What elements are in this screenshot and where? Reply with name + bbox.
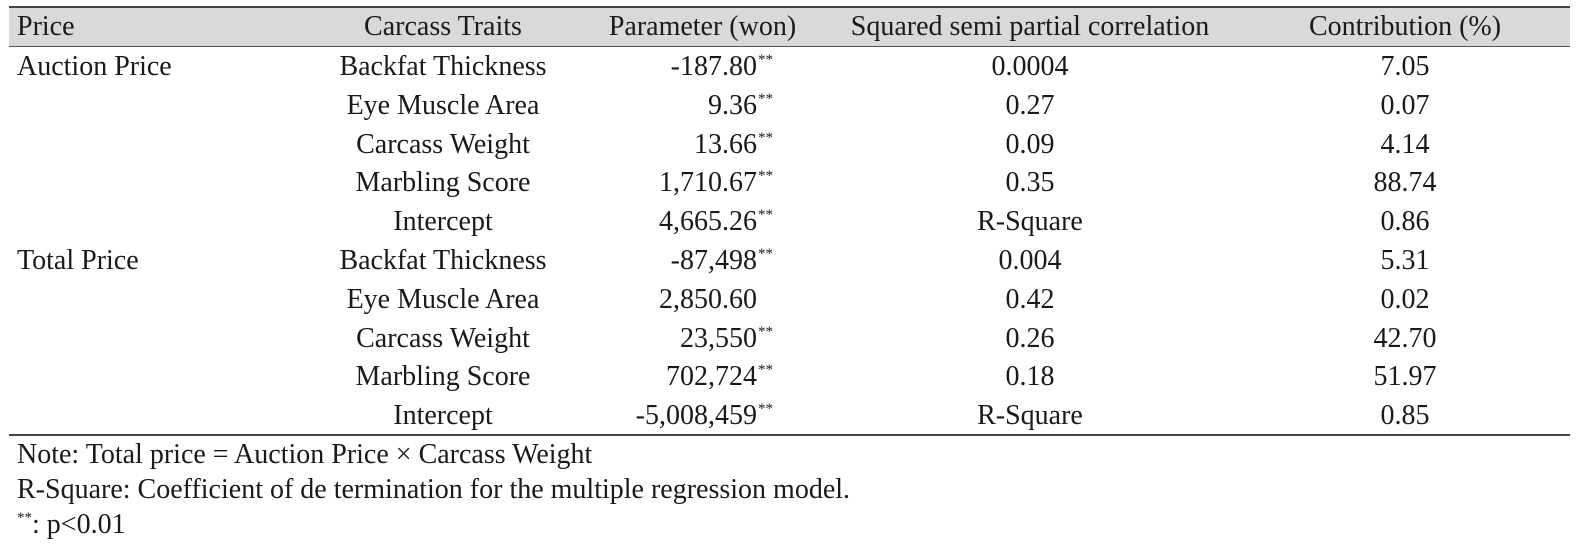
cell-contribution: 0.85	[1380, 400, 1430, 432]
cell-squared-correlation: 0.42	[1005, 283, 1055, 315]
cell-squared-correlation: 0.0004	[991, 51, 1069, 82]
cell-contribution: 42.70	[1373, 322, 1437, 354]
table-header-row: Price Carcass Traits Parameter (won) Squ…	[0, 7, 1578, 46]
significance-marker: **	[758, 168, 773, 185]
cell-squared-correlation: 0.26	[1005, 322, 1055, 354]
header-squared-correlation: Squared semi partial correlation	[850, 11, 1210, 42]
significance-marker: **	[758, 323, 773, 340]
cell-contribution: 88.74	[1373, 167, 1437, 199]
parameter-value: -187.80	[670, 51, 757, 82]
parameter-value: 702,724	[666, 361, 757, 393]
cell-parameter: 23,550**	[580, 319, 773, 358]
header-rule	[9, 46, 1570, 47]
header-contribution: Contribution (%)	[1308, 11, 1502, 42]
parameter-value: 13.66	[694, 128, 757, 160]
parameter-value: 9.36	[708, 89, 757, 121]
cell-squared-correlation: 0.27	[1005, 89, 1055, 121]
table-row: Eye Muscle Area 2,850.60** 0.42 0.02	[0, 280, 1578, 319]
table-row: Auction Price Backfat Thickness -187.80** 0…	[0, 47, 1578, 86]
header-background	[9, 8, 1570, 46]
table-row: Intercept 4,665.26** R-Square 0.86	[0, 202, 1578, 241]
cell-contribution: 7.05	[1380, 51, 1430, 82]
cell-parameter: 9.36**	[580, 86, 773, 125]
parameter-value: -5,008,459	[635, 400, 757, 432]
cell-trait: Backfat Thickness	[339, 245, 547, 276]
cell-trait: Intercept	[393, 400, 493, 432]
table-row: Intercept -5,008,459** R-Square 0.85	[0, 396, 1578, 435]
cell-trait: Carcass Weight	[356, 322, 530, 354]
cell-trait: Carcass Weight	[356, 128, 530, 160]
cell-squared-correlation: 0.35	[1005, 167, 1055, 199]
note-total-price: Note: Total price = Auction Price × Carc…	[17, 439, 593, 470]
cell-parameter: 4,665.26**	[580, 202, 773, 241]
cell-squared-correlation: 0.18	[1005, 361, 1055, 393]
cell-trait: Eye Muscle Area	[346, 89, 540, 121]
significance-marker: **	[758, 129, 773, 146]
cell-parameter: -187.80**	[580, 47, 773, 86]
significance-marker: **	[758, 90, 773, 107]
header-parameter: Parameter (won)	[608, 11, 797, 42]
note-sig-marker: **	[17, 510, 32, 526]
cell-squared-correlation: R-Square	[977, 400, 1083, 432]
table-row: Total Price Backfat Thickness -87,498** 0.0…	[0, 241, 1578, 280]
cell-trait: Marbling Score	[355, 361, 531, 393]
significance-marker: **	[758, 362, 773, 379]
cell-squared-correlation: 0.004	[998, 245, 1062, 276]
significance-marker: **	[758, 207, 773, 224]
cell-contribution: 0.02	[1380, 283, 1430, 315]
table-row: Carcass Weight 13.66** 0.09 4.14	[0, 125, 1578, 164]
parameter-value: 2,850.60	[659, 283, 757, 315]
cell-parameter: 13.66**	[580, 125, 773, 164]
note-r-square: R-Square: Coefficient of de termination …	[17, 474, 851, 505]
header-carcass-traits: Carcass Traits	[364, 11, 522, 42]
parameter-value: 1,710.67	[659, 167, 757, 199]
cell-squared-correlation: 0.09	[1005, 128, 1055, 160]
header-price: Price	[17, 11, 75, 42]
parameter-value: 23,550	[680, 322, 757, 354]
significance-marker: **	[758, 52, 773, 68]
cell-trait: Backfat Thickness	[339, 51, 547, 82]
table-row: Marbling Score 1,710.67** 0.35 88.74	[0, 163, 1578, 202]
note-sig-text: : p<0.01	[32, 509, 126, 540]
cell-squared-correlation: R-Square	[977, 206, 1083, 238]
cell-parameter: -87,498**	[580, 241, 773, 280]
significance-marker: **	[758, 401, 773, 418]
cell-price: Total Price	[17, 245, 139, 276]
cell-trait: Marbling Score	[355, 167, 531, 199]
note-significance: **: p<0.01	[17, 507, 850, 542]
cell-parameter: -5,008,459**	[580, 396, 773, 435]
cell-parameter: 2,850.60**	[580, 280, 773, 319]
cell-contribution: 5.31	[1380, 245, 1430, 276]
cell-trait: Intercept	[393, 206, 493, 238]
table-bottom-rule	[9, 434, 1570, 436]
significance-marker: **	[758, 246, 773, 262]
table-notes: Note: Total price = Auction Price × Carc…	[17, 437, 850, 542]
table-top-rule	[9, 6, 1570, 8]
cell-contribution: 0.07	[1380, 89, 1430, 121]
table-row: Carcass Weight 23,550** 0.26 42.70	[0, 319, 1578, 358]
cell-trait: Eye Muscle Area	[346, 283, 540, 315]
cell-price: Auction Price	[17, 51, 172, 82]
parameter-value: -87,498	[670, 245, 757, 276]
cell-parameter: 1,710.67**	[580, 163, 773, 202]
cell-parameter: 702,724**	[580, 357, 773, 396]
cell-contribution: 0.86	[1380, 206, 1430, 238]
table-row: Marbling Score 702,724** 0.18 51.97	[0, 357, 1578, 396]
parameter-value: 4,665.26	[659, 206, 757, 238]
cell-contribution: 51.97	[1373, 361, 1437, 393]
table-row: Eye Muscle Area 9.36** 0.27 0.07	[0, 86, 1578, 125]
cell-contribution: 4.14	[1380, 128, 1430, 160]
